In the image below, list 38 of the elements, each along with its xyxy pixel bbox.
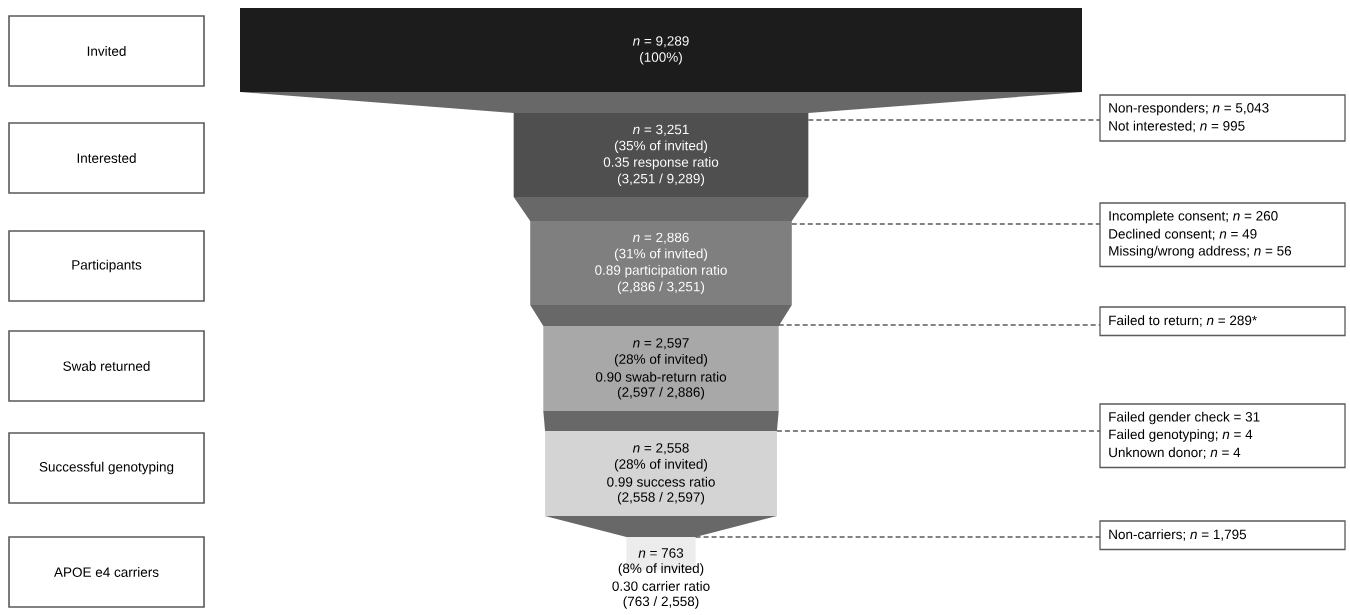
text: Missing/wrong address; n = 56 (1109, 245, 1292, 259)
text: (31% of invited) (614, 248, 708, 262)
text: 0.30 carrier ratio (612, 581, 710, 591)
text: (2,558 / 2,597) (617, 491, 705, 505)
text: (8% of invited) (618, 563, 704, 576)
text: Non-responders; n = 5,043 (1109, 102, 1269, 116)
text: (28% of invited) (614, 353, 708, 367)
text: Failed genotyping; n = 4 (1109, 429, 1253, 442)
text: (35% of invited) (614, 140, 708, 154)
category-label: APOE e4 carriers (54, 567, 159, 577)
text: 0.90 swab-return ratio (595, 371, 727, 382)
text: Unknown donor; n = 4 (1109, 447, 1241, 459)
category-label: Interested (77, 153, 136, 163)
data-label: n = 9,289 (632, 36, 689, 48)
text: (2,597 / 2,886) (617, 386, 705, 400)
category-label: Successful genotyping (39, 461, 174, 475)
category-label: Swab returned (63, 361, 150, 371)
text: 0.99 success ratio (607, 476, 715, 487)
text: (28% of invited) (614, 458, 708, 472)
text: Incomplete consent; n = 260 (1109, 210, 1278, 224)
text: Failed gender check = 31 (1109, 411, 1260, 425)
data-label: n = 3,251 (632, 124, 689, 136)
category-label: Invited (87, 46, 126, 56)
text: (100%) (640, 51, 682, 65)
data-label: n = 763 (638, 548, 684, 558)
data-label: n = 2,597 (632, 338, 689, 350)
category-label: Participants (72, 259, 142, 273)
text: (763 / 2,558) (623, 596, 699, 609)
data-label: n = 2,558 (632, 443, 689, 455)
text: (3,251 / 9,289) (617, 173, 705, 187)
text: Not interested; n = 995 (1109, 120, 1245, 133)
text: 0.35 response ratio (603, 156, 719, 170)
text: Failed to return; n = 289* (1109, 315, 1257, 327)
text: Non-carriers; n = 1,795 (1109, 529, 1247, 541)
text: (2,886 / 3,251) (617, 281, 705, 295)
text: Declined consent; n = 49 (1109, 228, 1257, 241)
data-label: n = 2,886 (632, 232, 689, 244)
text: 0.89 participation ratio (595, 264, 727, 278)
